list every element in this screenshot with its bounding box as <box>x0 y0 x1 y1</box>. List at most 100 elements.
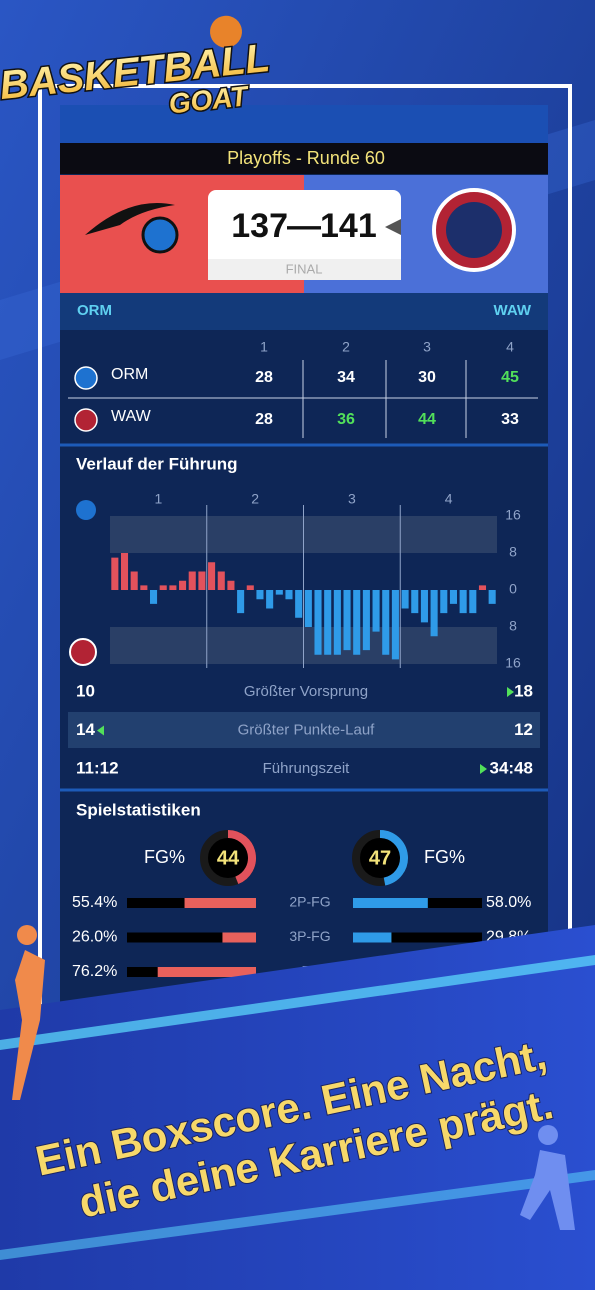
lead-bar <box>198 571 206 590</box>
team-icon <box>74 366 98 390</box>
lead-bar <box>150 590 158 604</box>
lead-away: 18 <box>514 681 533 700</box>
quarter-score: 30 <box>418 369 436 386</box>
quarter-score: 34 <box>337 369 355 386</box>
promo-stripe <box>0 955 595 1050</box>
lead-bar <box>237 590 245 614</box>
lead-bar <box>285 590 293 600</box>
quarter-score: 36 <box>337 411 355 428</box>
lead-away: 34:48 <box>490 758 533 777</box>
title-bar <box>60 143 548 174</box>
lead-arrow <box>97 725 104 736</box>
stat-bar <box>184 898 256 908</box>
y-tick-label: 16 <box>505 655 521 671</box>
stat-label: 2P-FG <box>289 894 330 910</box>
score-footer <box>208 259 401 280</box>
status: FINAL <box>286 261 323 276</box>
fg-label: FG% <box>424 847 465 867</box>
lead-label: Führungszeit <box>263 760 351 777</box>
y-tick-label: 8 <box>509 618 517 634</box>
chart-home-icon <box>76 500 96 520</box>
lead-label: Größter Punkte-Lauf <box>238 721 376 738</box>
stats-title: Spielstatistiken <box>76 800 201 819</box>
quarter-label: 3 <box>348 491 356 507</box>
lead-bar <box>140 585 148 590</box>
chart-away-icon <box>69 638 97 666</box>
lead-bar <box>266 590 274 609</box>
ring-value: 47 <box>369 847 391 869</box>
quarter-label: 2 <box>251 491 259 507</box>
ring-fill <box>227 830 256 885</box>
quarter-score: 28 <box>255 369 273 386</box>
winner-arrow <box>385 219 401 235</box>
y-tick-label: 16 <box>505 507 521 523</box>
home-logo <box>85 203 179 254</box>
lead-bar <box>449 590 457 604</box>
promo-stripe <box>0 1170 595 1260</box>
lead-bar <box>478 585 487 590</box>
score-box <box>208 190 401 280</box>
lead-bar <box>208 562 216 590</box>
row-highlight <box>68 712 540 748</box>
lead-bar <box>179 580 187 590</box>
lead-bar <box>362 590 370 651</box>
lead-bar <box>159 585 167 590</box>
quarter-header: 4 <box>506 339 514 355</box>
quarter-header: 1 <box>260 339 268 355</box>
stat-label: 3P-FG <box>289 928 330 944</box>
stat-bar <box>157 967 256 977</box>
lead-bar <box>256 590 264 600</box>
lead-bar <box>217 571 225 590</box>
player-right <box>520 1125 575 1230</box>
quarter-label: 1 <box>154 491 162 507</box>
lead-away: 12 <box>514 720 533 739</box>
team-icon <box>74 408 98 432</box>
panel-top <box>60 105 548 143</box>
lead-bar <box>169 585 177 590</box>
stat-home: 55.4% <box>72 894 117 911</box>
lead-bar <box>469 590 477 614</box>
team-name: WAW <box>111 408 152 425</box>
lead-bar <box>440 590 448 614</box>
lead-bar <box>314 590 322 655</box>
away-score: 141 <box>320 207 377 245</box>
lead-bar <box>130 571 138 590</box>
quarter-label: 4 <box>445 491 453 507</box>
lead-bar <box>459 590 467 614</box>
stat-track <box>353 932 482 943</box>
lead-home: 14 <box>76 720 95 739</box>
stat-bar <box>222 932 256 943</box>
lead-bar <box>295 590 303 618</box>
lead-bar <box>227 580 235 590</box>
score-separator: — <box>287 207 321 245</box>
y-tick-label: 8 <box>509 544 517 560</box>
quarter-score: 44 <box>418 411 436 428</box>
game-title: Playoffs - Runde 60 <box>227 148 385 168</box>
lead-bar <box>488 590 496 604</box>
lead-home: 11:12 <box>76 758 119 777</box>
away-abbr: WAW <box>494 302 532 319</box>
lead-bar <box>246 585 254 590</box>
lead-label: Größter Vorsprung <box>244 683 368 700</box>
lead-bar <box>120 553 129 590</box>
lead-bar <box>343 590 351 651</box>
stat-home: 26.0% <box>72 929 117 946</box>
lead-bar <box>420 590 428 623</box>
home-score: 137 <box>231 207 288 245</box>
quarter-header: 2 <box>342 339 350 355</box>
abbr-bar <box>60 293 548 330</box>
lead-arrow <box>480 764 487 774</box>
quarter-score: 45 <box>501 369 519 386</box>
quarter-score: 33 <box>501 411 519 428</box>
stat-track <box>127 932 256 943</box>
stat-home: 76.2% <box>72 963 117 980</box>
fg-label: FG% <box>144 847 185 867</box>
stat-away: 58.0% <box>486 894 531 911</box>
lead-bar <box>411 590 419 614</box>
stat-bar <box>353 898 428 908</box>
home-abbr: ORM <box>77 302 112 319</box>
ring-value: 44 <box>217 847 240 869</box>
ring-fill <box>379 830 408 886</box>
lead-bar <box>372 590 380 632</box>
